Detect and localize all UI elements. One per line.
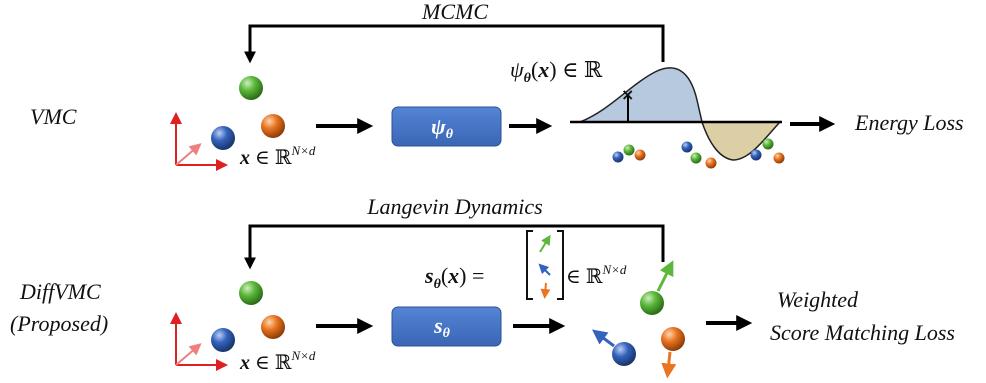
- particle-blue-icon: [211, 126, 235, 150]
- moved-particles: [592, 260, 685, 379]
- top-input-label: x ∈ ℝN×d: [239, 143, 316, 169]
- psi-function-label: ψθ(x) ∈ ℝ: [510, 57, 603, 86]
- axes-icon: [170, 312, 228, 371]
- particle-green-icon: [239, 76, 263, 100]
- mcmc-loop-line: [244, 24, 665, 64]
- score-space-label: ∈ ℝN×d: [566, 262, 627, 288]
- wavefunction-plot: ×: [570, 67, 782, 161]
- particle-blue-icon: [211, 328, 235, 352]
- svg-text:ψθ: ψθ: [431, 114, 454, 142]
- langevin-loop-line: [244, 224, 665, 270]
- score-matching-loss-label: Score Matching Loss: [770, 320, 955, 345]
- bottom-input-label: x ∈ ℝN×d: [239, 348, 316, 374]
- diffvmc-row-label-line1: DiffVMC: [19, 279, 101, 304]
- sample-particles: [612, 138, 785, 169]
- particle-orange-icon: [261, 114, 285, 138]
- s-theta-block: sθ: [391, 306, 502, 347]
- diffvmc-row-label-line2: (Proposed): [10, 311, 108, 336]
- particle-orange-icon: [261, 315, 285, 339]
- score-vector-icon: [526, 230, 564, 300]
- mcmc-label: MCMC: [421, 0, 488, 24]
- svg-text:×: ×: [621, 85, 634, 104]
- particle-green-icon: [239, 281, 263, 305]
- weighted-label: Weighted: [777, 287, 859, 312]
- vmc-row-label: VMC: [30, 104, 77, 129]
- langevin-label: Langevin Dynamics: [366, 194, 542, 219]
- energy-loss-label: Energy Loss: [854, 110, 964, 135]
- psi-theta-block: ψθ: [391, 106, 502, 147]
- score-function-label: sθ(x) =: [424, 263, 484, 292]
- svg-text:sθ: sθ: [433, 313, 451, 341]
- axes-icon: [170, 112, 228, 171]
